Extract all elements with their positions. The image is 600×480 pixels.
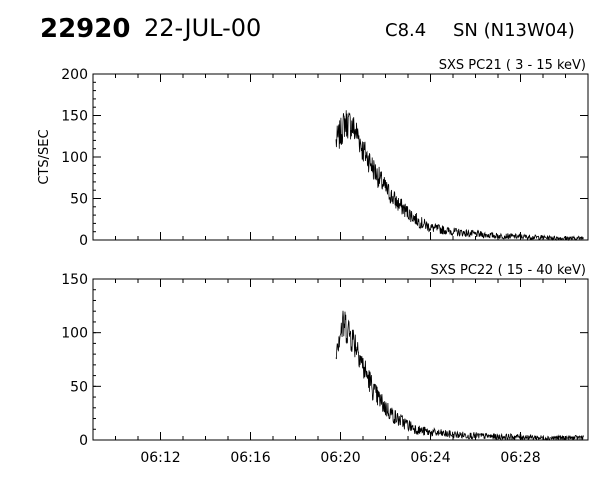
y-tick-label: 150 [61, 109, 88, 125]
x-tick-label: 06:16 [230, 450, 270, 466]
y-tick-label: 50 [70, 192, 88, 208]
flare-class: C8.4 [385, 20, 427, 41]
y-tick-label: 150 [61, 272, 88, 288]
panel-title: SXS PC21 ( 3 - 15 keV) [439, 58, 586, 73]
chart-panel-pc21: 0 50 100 150 200 SXS PC21 ( 3 - 15 keV) CTS/SE… [37, 58, 589, 249]
x-tick-label: 06:12 [140, 450, 180, 466]
plot-frame [92, 73, 589, 241]
y-tick-label: 200 [61, 67, 88, 83]
y-tick-label: 0 [79, 433, 88, 449]
plot-frame [92, 278, 589, 441]
flare-location: SN (N13W04) [453, 20, 575, 41]
y-axis-label: CTS/SEC [37, 129, 52, 184]
event-id: 22920 [40, 14, 131, 44]
event-date: 22-JUL-00 [144, 14, 262, 42]
x-tick-label: 06:20 [320, 450, 360, 466]
y-tick-label: 100 [61, 326, 88, 342]
panel-title: SXS PC22 ( 15 - 40 keV) [430, 263, 586, 278]
chart-panel-pc22: 0 50 100 150 06:12 06:16 06:20 06:24 06:28 SXS PC… [61, 263, 589, 466]
series-line [335, 110, 584, 242]
y-tick-label: 0 [79, 233, 88, 249]
x-tick-label: 06:24 [410, 450, 450, 466]
series-line [335, 310, 584, 442]
y-tick-label: 100 [61, 150, 88, 166]
y-tick-label: 50 [70, 379, 88, 395]
x-tick-label: 06:28 [500, 450, 540, 466]
